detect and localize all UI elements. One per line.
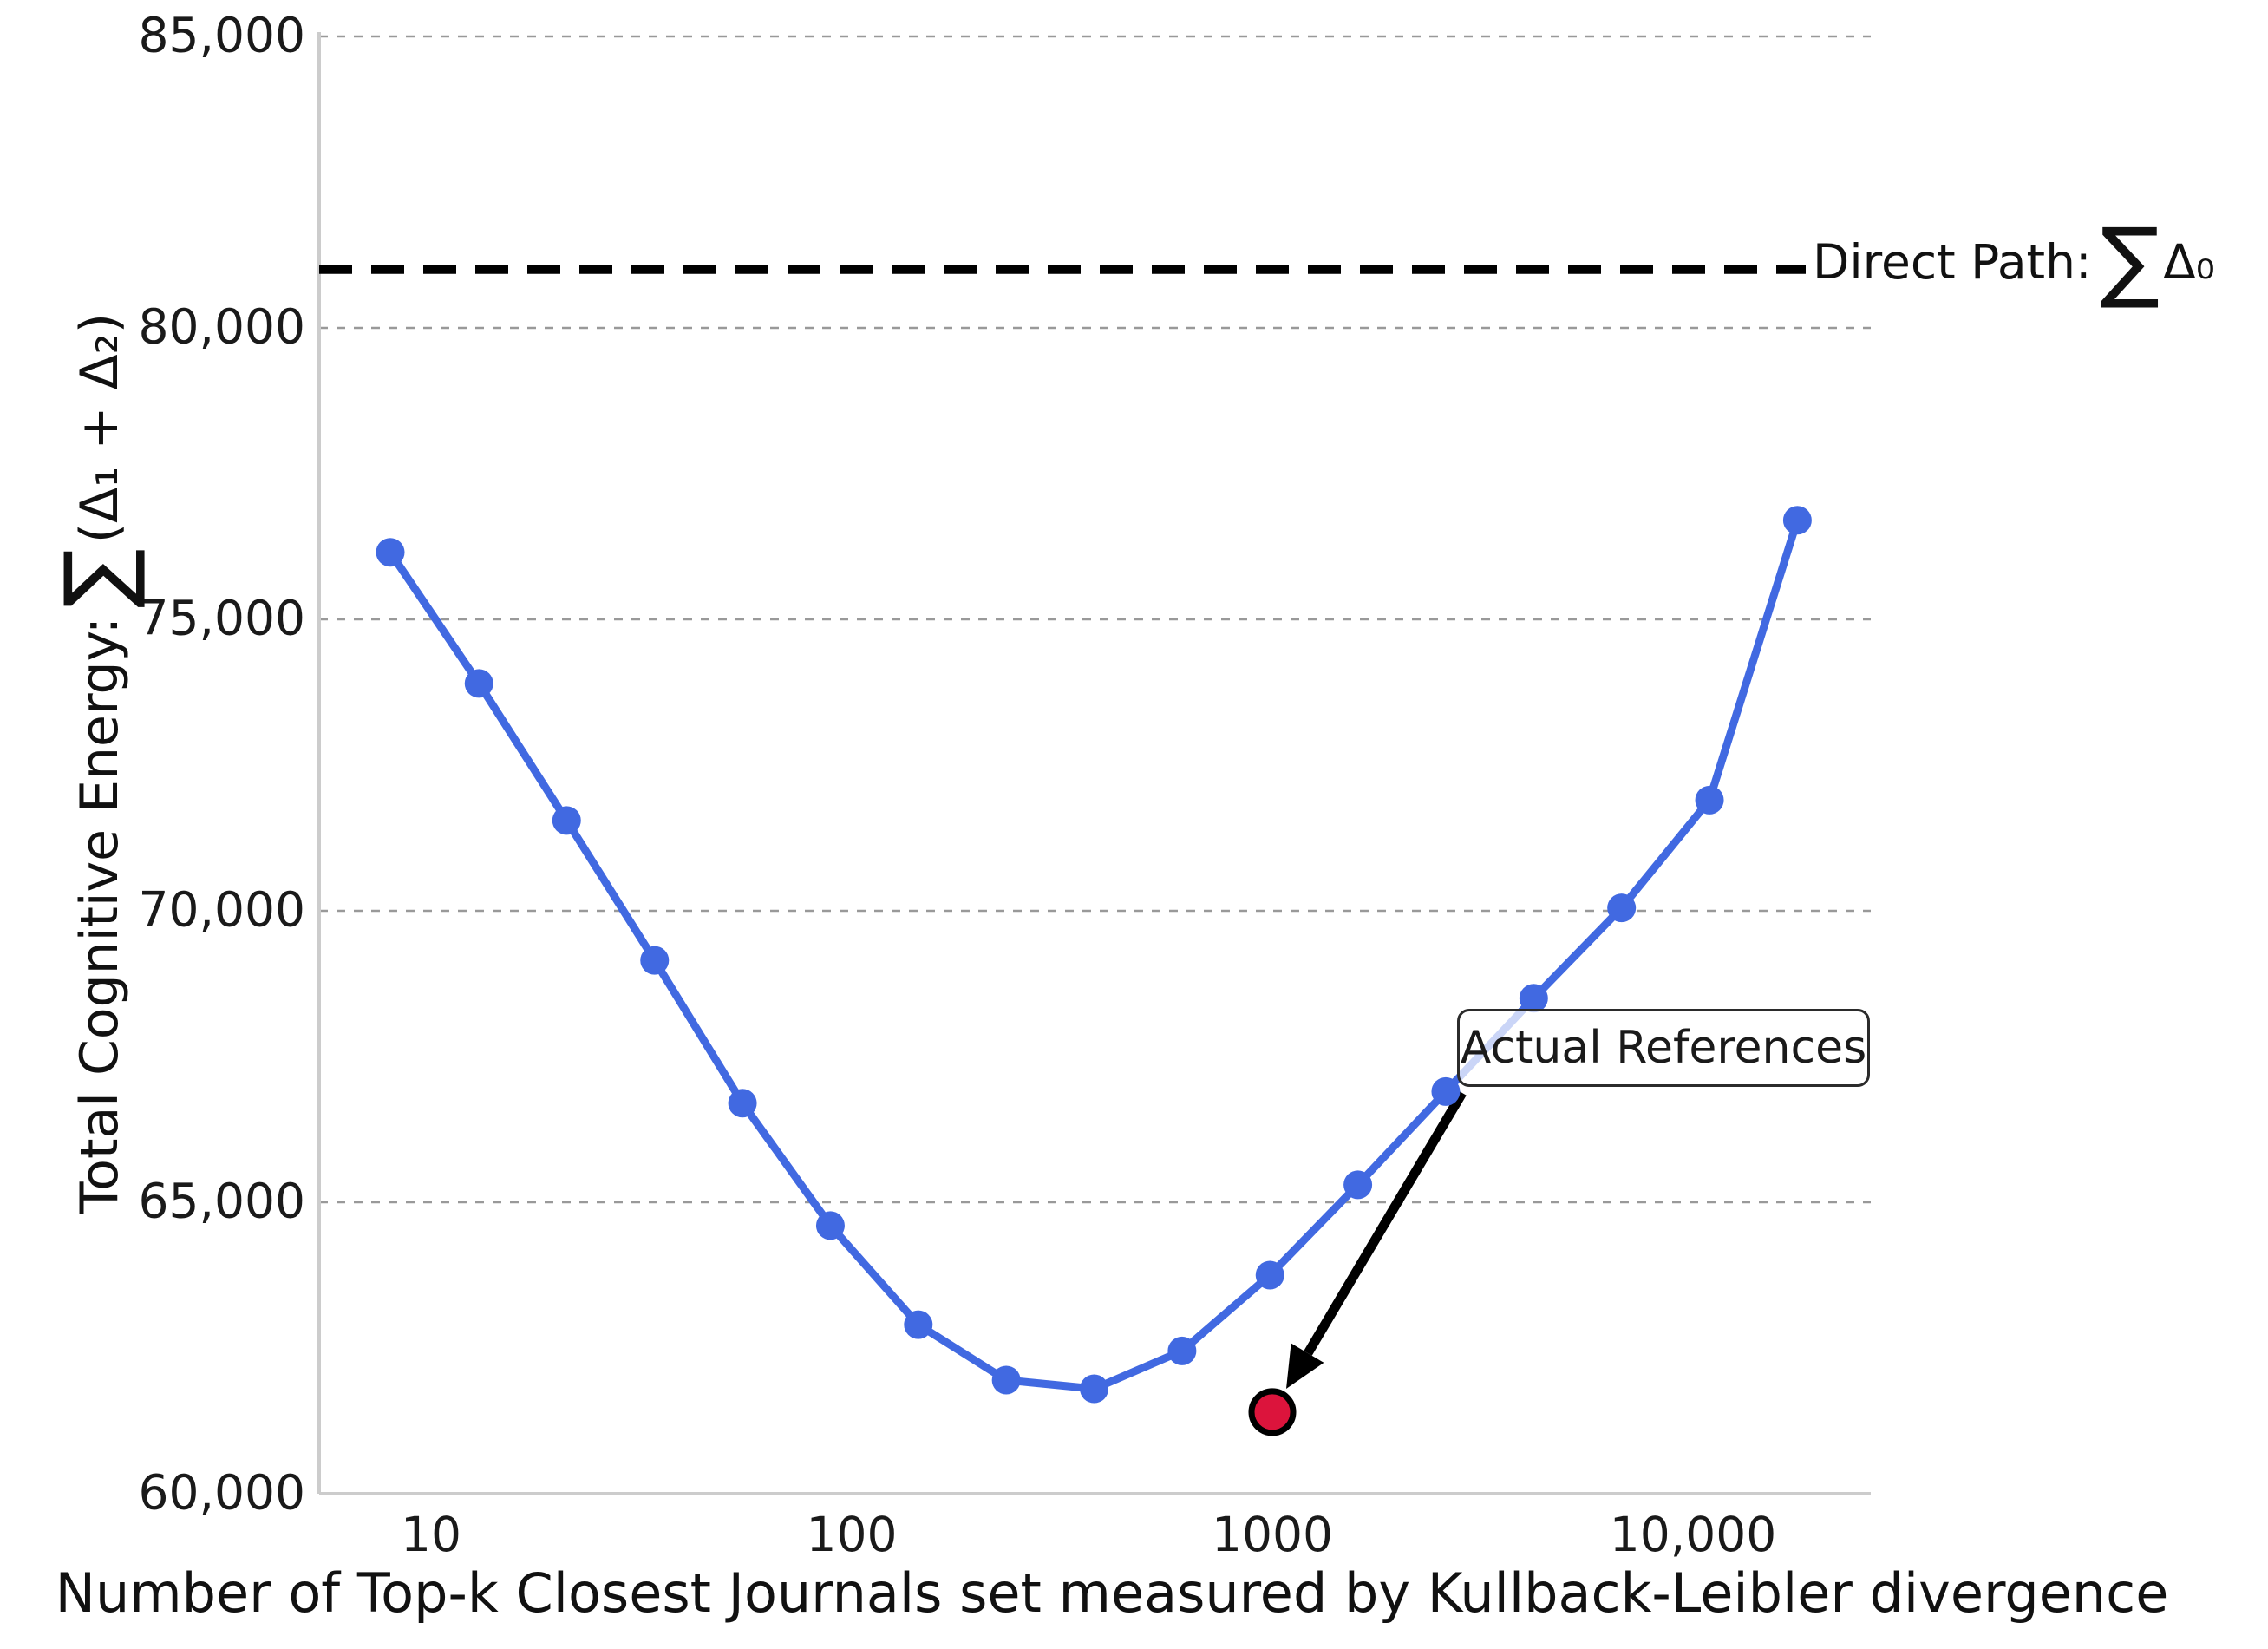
data-point-marker	[552, 806, 581, 835]
series-line	[386, 516, 1801, 1393]
data-point-marker	[1782, 506, 1812, 535]
data-point-marker	[1167, 1336, 1197, 1365]
data-point-marker	[1519, 984, 1548, 1013]
annotation-box: Actual References	[1457, 1009, 1870, 1087]
annotation-text: Actual References	[1460, 1022, 1867, 1074]
data-point-marker	[904, 1310, 933, 1339]
data-point-marker	[640, 946, 670, 975]
annotation-arrow-shaft	[1304, 1090, 1467, 1356]
data-point-marker	[1080, 1374, 1109, 1404]
data-point-marker	[1607, 893, 1637, 923]
data-point-marker	[1695, 785, 1724, 815]
data-point-marker	[815, 1211, 845, 1240]
data-point-marker	[1343, 1170, 1373, 1200]
data-point-marker	[376, 538, 405, 567]
data-point-marker	[464, 669, 493, 698]
data-point-marker	[728, 1089, 757, 1118]
data-point-marker	[1431, 1076, 1461, 1106]
data-point-marker	[1255, 1260, 1284, 1290]
data-point-marker	[991, 1365, 1021, 1395]
